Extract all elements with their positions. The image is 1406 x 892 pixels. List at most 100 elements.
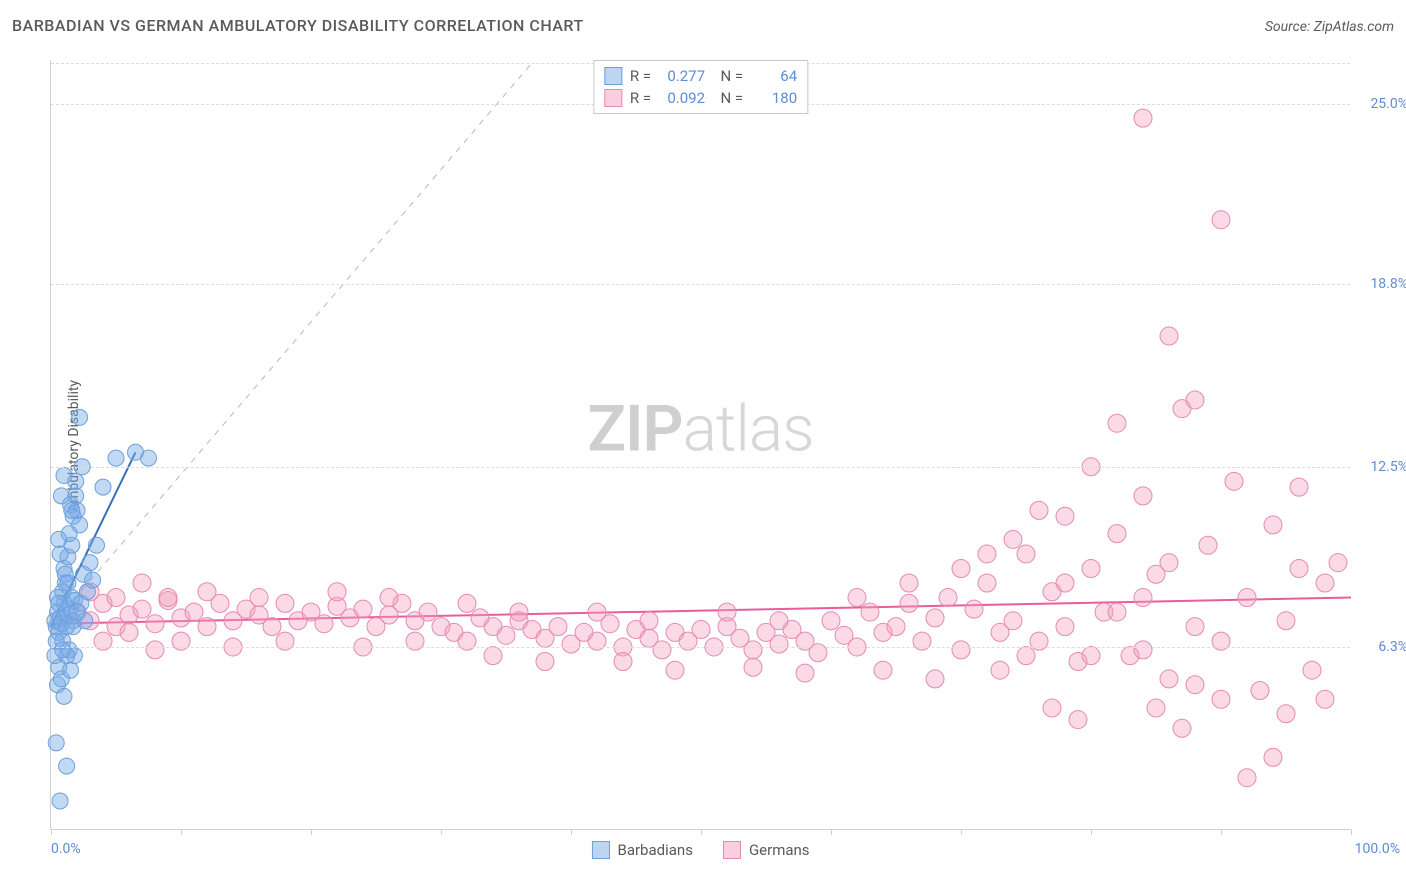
x-tick [311,829,312,835]
data-point [1264,516,1282,534]
data-point [484,647,502,665]
x-tick [51,829,52,835]
data-point [1212,211,1230,229]
data-point [185,603,203,621]
data-point [59,758,75,774]
data-point [250,589,268,607]
data-point [52,546,68,562]
y-tick-label: 6.3% [1378,639,1406,655]
data-point [1134,109,1152,127]
gridline [51,467,1350,468]
data-point [1056,507,1074,525]
data-point [497,626,515,644]
data-point [64,502,80,518]
data-point [328,583,346,601]
gridline [51,284,1350,285]
data-point [56,688,72,704]
data-point [108,450,124,466]
y-tick-label: 12.5% [1370,459,1406,475]
source-attribution: Source: ZipAtlas.com [1265,19,1394,35]
data-point [744,641,762,659]
legend-n-label: N = [713,89,743,107]
data-point [1017,647,1035,665]
data-point [198,618,216,636]
data-point [887,618,905,636]
x-tick [181,829,182,835]
data-point [939,589,957,607]
data-point [65,619,81,635]
data-point [51,595,67,611]
series-legend-item: Barbadians [591,841,692,859]
legend-swatch [604,67,622,85]
data-point [60,575,76,591]
legend-r-value: 0.277 [659,67,705,85]
data-point [48,735,64,751]
data-point [1134,589,1152,607]
legend-swatch [591,841,609,859]
data-point [718,603,736,621]
data-point [796,664,814,682]
legend-swatch [604,89,622,107]
data-point [1173,719,1191,737]
data-point [52,793,68,809]
data-point [991,661,1009,679]
data-point [770,612,788,630]
data-point [133,574,151,592]
data-point [549,618,567,636]
x-tick [571,829,572,835]
data-point [1108,525,1126,543]
data-point [1186,391,1204,409]
data-point [354,600,372,618]
data-point [1212,690,1230,708]
data-point [1277,705,1295,723]
data-point [1004,612,1022,630]
series-legend-label: Germans [749,841,810,859]
data-point [1043,699,1061,717]
data-point [1225,472,1243,490]
data-point [1199,536,1217,554]
data-point [1134,487,1152,505]
data-point [120,623,138,641]
data-point [1030,501,1048,519]
x-tick [1091,829,1092,835]
data-point [510,603,528,621]
data-point [1056,574,1074,592]
data-point [68,488,84,504]
data-point [1160,670,1178,688]
data-point [926,609,944,627]
data-point [95,479,111,495]
x-axis-start-label: 0.0% [51,841,81,857]
x-tick [831,829,832,835]
data-point [978,574,996,592]
data-point [1277,612,1295,630]
data-point [744,658,762,676]
x-tick [961,829,962,835]
data-point [692,621,710,639]
data-point [1134,641,1152,659]
data-point [1316,574,1334,592]
data-point [653,641,671,659]
data-point [198,583,216,601]
data-point [1186,676,1204,694]
y-tick-label: 18.8% [1370,276,1406,292]
data-point [1160,554,1178,572]
legend-r-label: R = [630,67,651,85]
data-point [536,652,554,670]
data-point [822,612,840,630]
data-point [614,652,632,670]
legend-n-value: 180 [751,89,797,107]
legend-r-value: 0.092 [659,89,705,107]
data-point [1160,327,1178,345]
data-point [63,662,79,678]
legend-swatch [723,841,741,859]
data-point [419,603,437,621]
data-point [1108,603,1126,621]
x-tick [441,829,442,835]
scatter-svg [51,60,1351,830]
data-point [1290,559,1308,577]
data-point [263,618,281,636]
plot-container: ZIPatlas R =0.277 N =64R =0.092 N =180 0… [50,60,1350,830]
data-point [1004,530,1022,548]
data-point [1290,478,1308,496]
legend-n-value: 64 [751,67,797,85]
